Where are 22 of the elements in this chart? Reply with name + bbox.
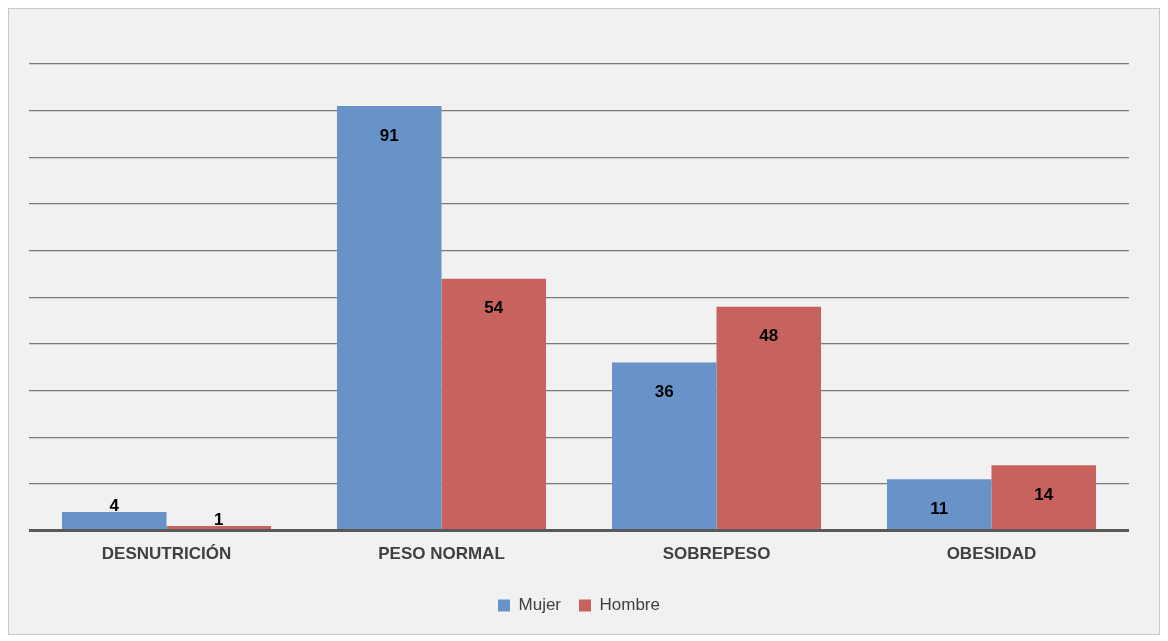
bar [716,306,821,530]
data-label: 11 [930,498,949,518]
data-label: 48 [759,326,779,346]
data-label: 4 [109,495,120,515]
data-label: 36 [654,382,674,402]
bar [441,278,546,530]
legend-label: Mujer [518,595,562,615]
legend-label: Hombre [599,595,660,615]
x-tick-label: OBESIDAD [946,544,1037,564]
data-label: 14 [1034,484,1054,504]
data-label: 54 [484,298,504,318]
bar [991,465,1096,530]
bar [612,362,717,530]
x-tick-label: SOBREPESO [662,544,771,564]
x-tick-label: PESO NORMAL [378,544,505,564]
data-label: 91 [379,125,399,145]
x-tick-label: DESNUTRICIÓN [101,544,232,564]
bar [62,511,167,530]
bar [337,105,442,530]
data-label: 1 [214,509,224,529]
bar [887,479,992,530]
bar [166,525,271,530]
